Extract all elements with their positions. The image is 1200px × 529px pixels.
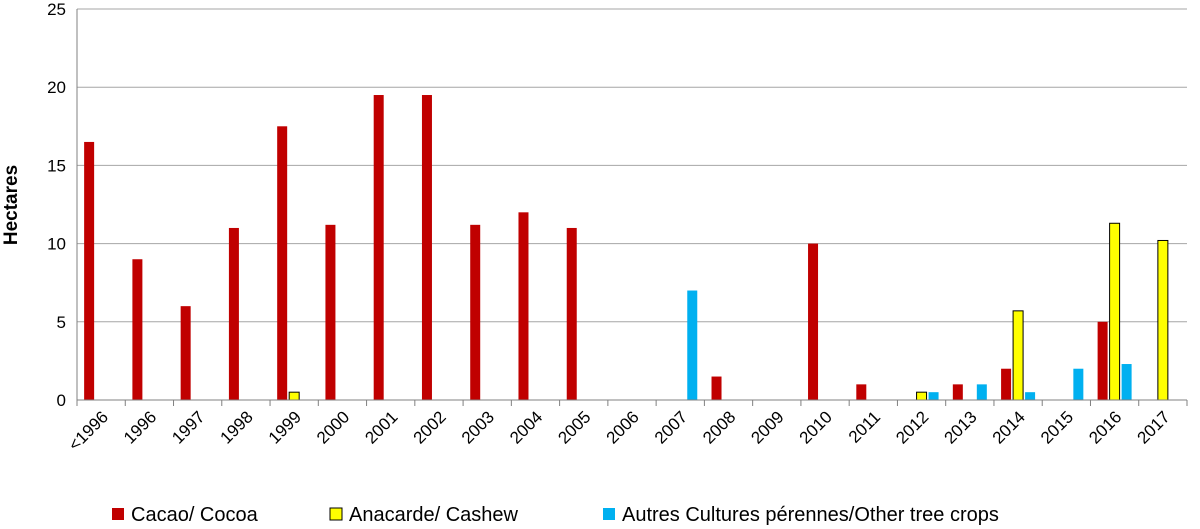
x-tick-labels: <1996 1996 1997 1998 1999 2000 2001 2002 2003 200… bbox=[65, 407, 1174, 454]
bar-1 bbox=[1001, 368, 1012, 400]
bar-2 bbox=[288, 391, 300, 401]
gridlines bbox=[77, 8, 1187, 323]
x-tick-label: 2001 bbox=[361, 407, 401, 447]
x-tick-label: 2017 bbox=[1134, 407, 1174, 447]
bar-2 bbox=[916, 391, 928, 401]
x-tick-label: 2015 bbox=[1037, 407, 1077, 447]
bar-2 bbox=[1157, 239, 1169, 401]
bars bbox=[84, 95, 1169, 401]
bar-1 bbox=[856, 384, 867, 400]
x-tick-label: 2010 bbox=[796, 407, 836, 447]
bar-1 bbox=[180, 306, 191, 400]
x-tick-label: 2014 bbox=[989, 407, 1029, 447]
legend-label: Anacarde/ Cashew bbox=[349, 504, 519, 526]
x-tick-label: 2007 bbox=[651, 407, 691, 447]
bar-1 bbox=[421, 95, 432, 401]
x-tick-label: 1998 bbox=[217, 407, 257, 447]
x-tick-label: 2003 bbox=[458, 407, 498, 447]
bar-1 bbox=[566, 227, 577, 400]
x-tick-label: 2016 bbox=[1085, 407, 1125, 447]
bar-2 bbox=[1109, 222, 1121, 401]
legend-label: Cacao/ Cocoa bbox=[131, 504, 259, 526]
legend: Cacao/ Cocoa Anacarde/ Cashew Autres Cultu… bbox=[112, 504, 999, 526]
bar-3 bbox=[1073, 368, 1084, 400]
y-tick-label: 5 bbox=[57, 313, 66, 332]
bar-1 bbox=[1097, 321, 1108, 400]
axes bbox=[76, 9, 1188, 406]
bar-1 bbox=[952, 384, 963, 400]
bar-1 bbox=[518, 212, 529, 400]
y-tick-label: 0 bbox=[57, 391, 66, 410]
x-tick-label: 1997 bbox=[168, 407, 208, 447]
y-tick-label: 10 bbox=[47, 235, 66, 254]
y-tick-label: 20 bbox=[47, 78, 66, 97]
bar-3 bbox=[928, 392, 939, 400]
bar-1 bbox=[228, 227, 239, 400]
x-tick-label: 2011 bbox=[845, 407, 884, 446]
x-tick-label: 2004 bbox=[506, 407, 546, 447]
bar-3 bbox=[1121, 364, 1132, 400]
legend-label: Autres Cultures pérennes/Other tree crop… bbox=[622, 504, 999, 526]
x-tick-label: 2005 bbox=[554, 407, 594, 447]
bar-3 bbox=[1025, 392, 1036, 400]
y-tick-labels: 0 5 10 15 20 25 bbox=[47, 0, 66, 410]
bar-1 bbox=[373, 95, 384, 401]
bar-1 bbox=[325, 224, 336, 400]
y-axis-label: Hectares bbox=[1, 165, 22, 245]
bar-1 bbox=[132, 259, 143, 400]
x-tick-label: 2012 bbox=[892, 407, 932, 447]
x-tick-label: 2002 bbox=[410, 407, 450, 447]
bar-3 bbox=[976, 384, 987, 400]
bar-2 bbox=[1012, 310, 1024, 401]
legend-swatch bbox=[329, 507, 343, 521]
bar-1 bbox=[470, 224, 481, 400]
bar-1 bbox=[808, 243, 819, 400]
x-tick-label: 2006 bbox=[603, 407, 643, 447]
x-tick-label: 1999 bbox=[265, 407, 305, 447]
x-tick-label: 2009 bbox=[747, 407, 787, 447]
x-tick-label: 2000 bbox=[313, 407, 353, 447]
x-tick-label: 1996 bbox=[120, 407, 160, 447]
bar-3 bbox=[687, 290, 698, 400]
x-tick-label: <1996 bbox=[65, 407, 112, 454]
bar-1 bbox=[277, 126, 288, 401]
x-tick-label: 2013 bbox=[940, 407, 980, 447]
x-tick-label: 2008 bbox=[699, 407, 739, 447]
bar-1 bbox=[711, 376, 722, 400]
legend-swatch bbox=[603, 508, 615, 520]
y-tick-label: 25 bbox=[47, 0, 66, 19]
legend-swatch bbox=[112, 508, 124, 520]
y-tick-label: 15 bbox=[47, 156, 66, 175]
bar-1 bbox=[84, 141, 95, 400]
